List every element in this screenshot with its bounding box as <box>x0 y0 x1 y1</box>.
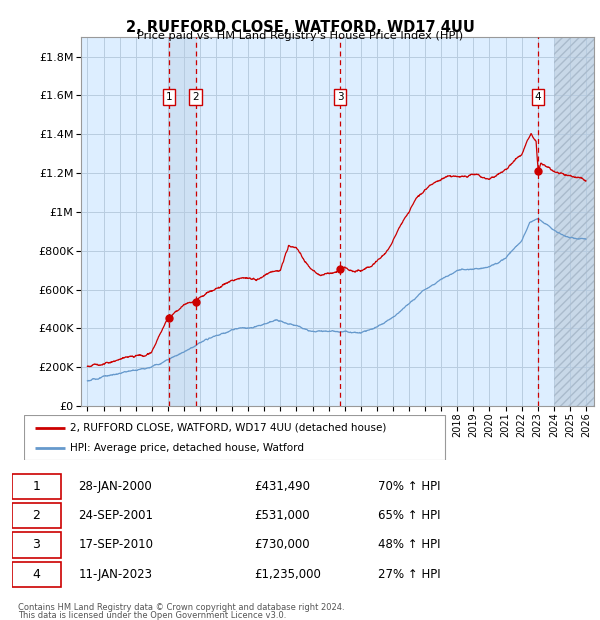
Text: 3: 3 <box>337 92 344 102</box>
Text: 1: 1 <box>32 480 40 493</box>
Text: £431,490: £431,490 <box>254 480 310 493</box>
FancyBboxPatch shape <box>24 415 445 460</box>
Text: 17-SEP-2010: 17-SEP-2010 <box>78 539 153 551</box>
Text: 2: 2 <box>32 509 40 522</box>
Text: 48% ↑ HPI: 48% ↑ HPI <box>378 539 440 551</box>
FancyBboxPatch shape <box>12 562 61 587</box>
Text: 2, RUFFORD CLOSE, WATFORD, WD17 4UU (detached house): 2, RUFFORD CLOSE, WATFORD, WD17 4UU (det… <box>70 423 386 433</box>
Text: HPI: Average price, detached house, Watford: HPI: Average price, detached house, Watf… <box>70 443 304 453</box>
Text: £730,000: £730,000 <box>254 539 310 551</box>
Bar <box>554 37 594 406</box>
Text: 28-JAN-2000: 28-JAN-2000 <box>78 480 152 493</box>
Bar <box>554 37 594 406</box>
Text: £531,000: £531,000 <box>254 509 310 522</box>
Text: 1: 1 <box>166 92 172 102</box>
Text: 27% ↑ HPI: 27% ↑ HPI <box>378 568 440 581</box>
FancyBboxPatch shape <box>12 533 61 557</box>
Text: 2, RUFFORD CLOSE, WATFORD, WD17 4UU: 2, RUFFORD CLOSE, WATFORD, WD17 4UU <box>125 20 475 35</box>
FancyBboxPatch shape <box>12 503 61 528</box>
Text: 4: 4 <box>32 568 40 581</box>
Text: 11-JAN-2023: 11-JAN-2023 <box>78 568 152 581</box>
Text: Contains HM Land Registry data © Crown copyright and database right 2024.: Contains HM Land Registry data © Crown c… <box>18 603 344 612</box>
Text: £1,235,000: £1,235,000 <box>254 568 321 581</box>
Text: 2: 2 <box>193 92 199 102</box>
Text: 70% ↑ HPI: 70% ↑ HPI <box>378 480 440 493</box>
Text: 3: 3 <box>32 539 40 551</box>
Bar <box>169 37 196 406</box>
Text: 24-SEP-2001: 24-SEP-2001 <box>78 509 153 522</box>
Text: 65% ↑ HPI: 65% ↑ HPI <box>378 509 440 522</box>
Text: 4: 4 <box>535 92 542 102</box>
Text: This data is licensed under the Open Government Licence v3.0.: This data is licensed under the Open Gov… <box>18 611 286 620</box>
FancyBboxPatch shape <box>12 474 61 499</box>
Text: Price paid vs. HM Land Registry's House Price Index (HPI): Price paid vs. HM Land Registry's House … <box>137 31 463 41</box>
